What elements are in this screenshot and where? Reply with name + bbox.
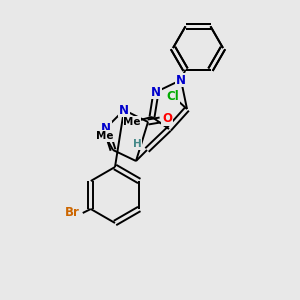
- Text: N: N: [151, 85, 161, 98]
- Text: Me: Me: [96, 131, 114, 141]
- Text: Br: Br: [65, 206, 80, 220]
- Text: N: N: [176, 74, 186, 86]
- Text: N: N: [119, 103, 129, 116]
- Text: H: H: [133, 139, 141, 149]
- Text: Cl: Cl: [167, 91, 179, 103]
- Text: N: N: [101, 122, 111, 134]
- Text: Me: Me: [123, 117, 141, 127]
- Text: O: O: [162, 112, 172, 125]
